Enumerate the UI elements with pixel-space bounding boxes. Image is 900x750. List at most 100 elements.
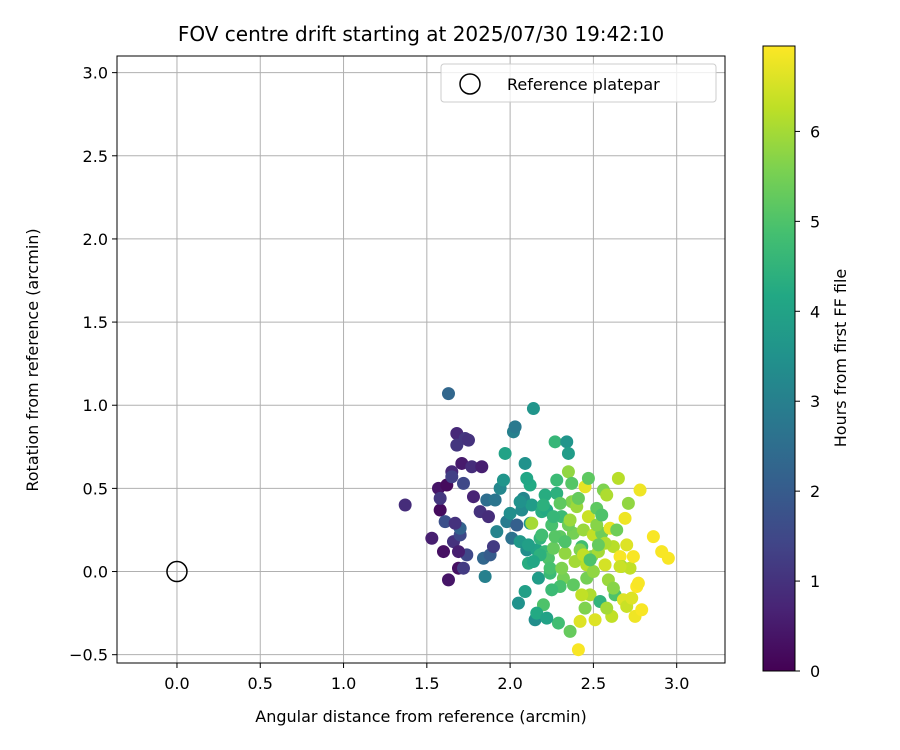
y-axis-ticks: −0.5 0.0 0.5 1.0 1.5 2.0 2.5 3.0 [69,64,117,665]
y-tick-label: 1.0 [83,396,108,415]
data-point [606,581,620,595]
data-point [611,471,625,485]
data-point [621,496,635,510]
data-point [623,561,637,575]
data-point [436,545,450,559]
data-point [513,495,527,509]
x-axis-ticks: 0.0 0.5 1.0 1.5 2.0 2.5 3.0 [164,663,689,693]
data-point [441,573,455,587]
data-point [598,558,612,572]
data-point [571,491,585,505]
data-point [526,402,540,416]
data-point [525,498,539,512]
data-point [508,420,522,434]
data-point [540,611,554,625]
data-point [583,553,597,567]
x-tick-label: 3.0 [664,674,689,693]
data-point [578,601,592,615]
data-point [566,578,580,592]
data-point [456,476,470,490]
colorbar-tick-label: 2 [810,482,820,501]
data-point [560,435,574,449]
data-point [538,488,552,502]
x-tick-label: 1.0 [331,674,356,693]
data-point [520,471,534,485]
data-point [573,614,587,628]
data-point [451,545,465,559]
data-point [498,446,512,460]
data-point [576,523,590,537]
data-point [563,624,577,638]
data-point [613,550,627,564]
data-point [456,561,470,575]
data-point [555,561,569,575]
data-point [561,465,575,479]
data-point [575,588,589,602]
data-point [433,503,447,517]
data-point [618,511,632,525]
colorbar-tick-label: 5 [810,212,820,231]
data-point [445,470,459,484]
data-point [461,433,475,447]
data-point [625,591,639,605]
x-tick-label: 0.0 [164,674,189,693]
data-point [551,616,565,630]
colorbar-tick-label: 0 [810,662,820,681]
data-point [475,460,489,474]
y-tick-label: 1.5 [83,313,108,332]
colorbar-tick-label: 3 [810,392,820,411]
data-point [546,541,560,555]
data-point [550,473,564,487]
data-point [543,561,557,575]
colorbar-label: Hours from first FF file [831,269,850,448]
data-point [595,508,609,522]
y-tick-label: −0.5 [69,646,108,665]
legend-reference-icon [459,73,481,95]
data-point [518,584,532,598]
data-point [518,456,532,470]
data-point [588,613,602,627]
data-point [610,523,624,537]
data-point [455,456,469,470]
data-point [633,483,647,497]
data-point [521,538,535,552]
data-point [531,571,545,585]
data-point [503,506,517,520]
data-point [438,515,452,529]
data-point [545,583,559,597]
data-point [563,513,577,527]
x-tick-label: 0.5 [248,674,273,693]
colorbar-tick-label: 4 [810,302,820,321]
data-point [600,488,614,502]
x-axis-label: Angular distance from reference (arcmin) [255,707,586,726]
data-point [565,476,579,490]
data-point [488,493,502,507]
data-point [490,525,504,539]
data-point [425,531,439,545]
data-point [398,498,412,512]
reference-marker [166,560,188,583]
legend-label-reference: Reference platepar [507,75,660,94]
data-point [486,540,500,554]
data-point [571,643,585,657]
data-point [646,530,660,544]
data-point [600,601,614,615]
y-tick-label: 0.5 [83,479,108,498]
data-point [581,510,595,524]
plot-frame [116,55,726,664]
data-point [561,446,575,460]
data-point [441,387,455,401]
data-point [550,486,564,500]
data-point [465,460,479,474]
data-point [548,530,562,544]
data-point [530,606,544,620]
data-point [548,435,562,449]
y-tick-label: 2.0 [83,230,108,249]
data-point [525,516,539,530]
data-point [481,510,495,524]
colorbar-gradient [762,45,796,672]
data-point [478,570,492,584]
data-point [433,491,447,505]
colorbar-tick-label: 1 [810,572,820,591]
